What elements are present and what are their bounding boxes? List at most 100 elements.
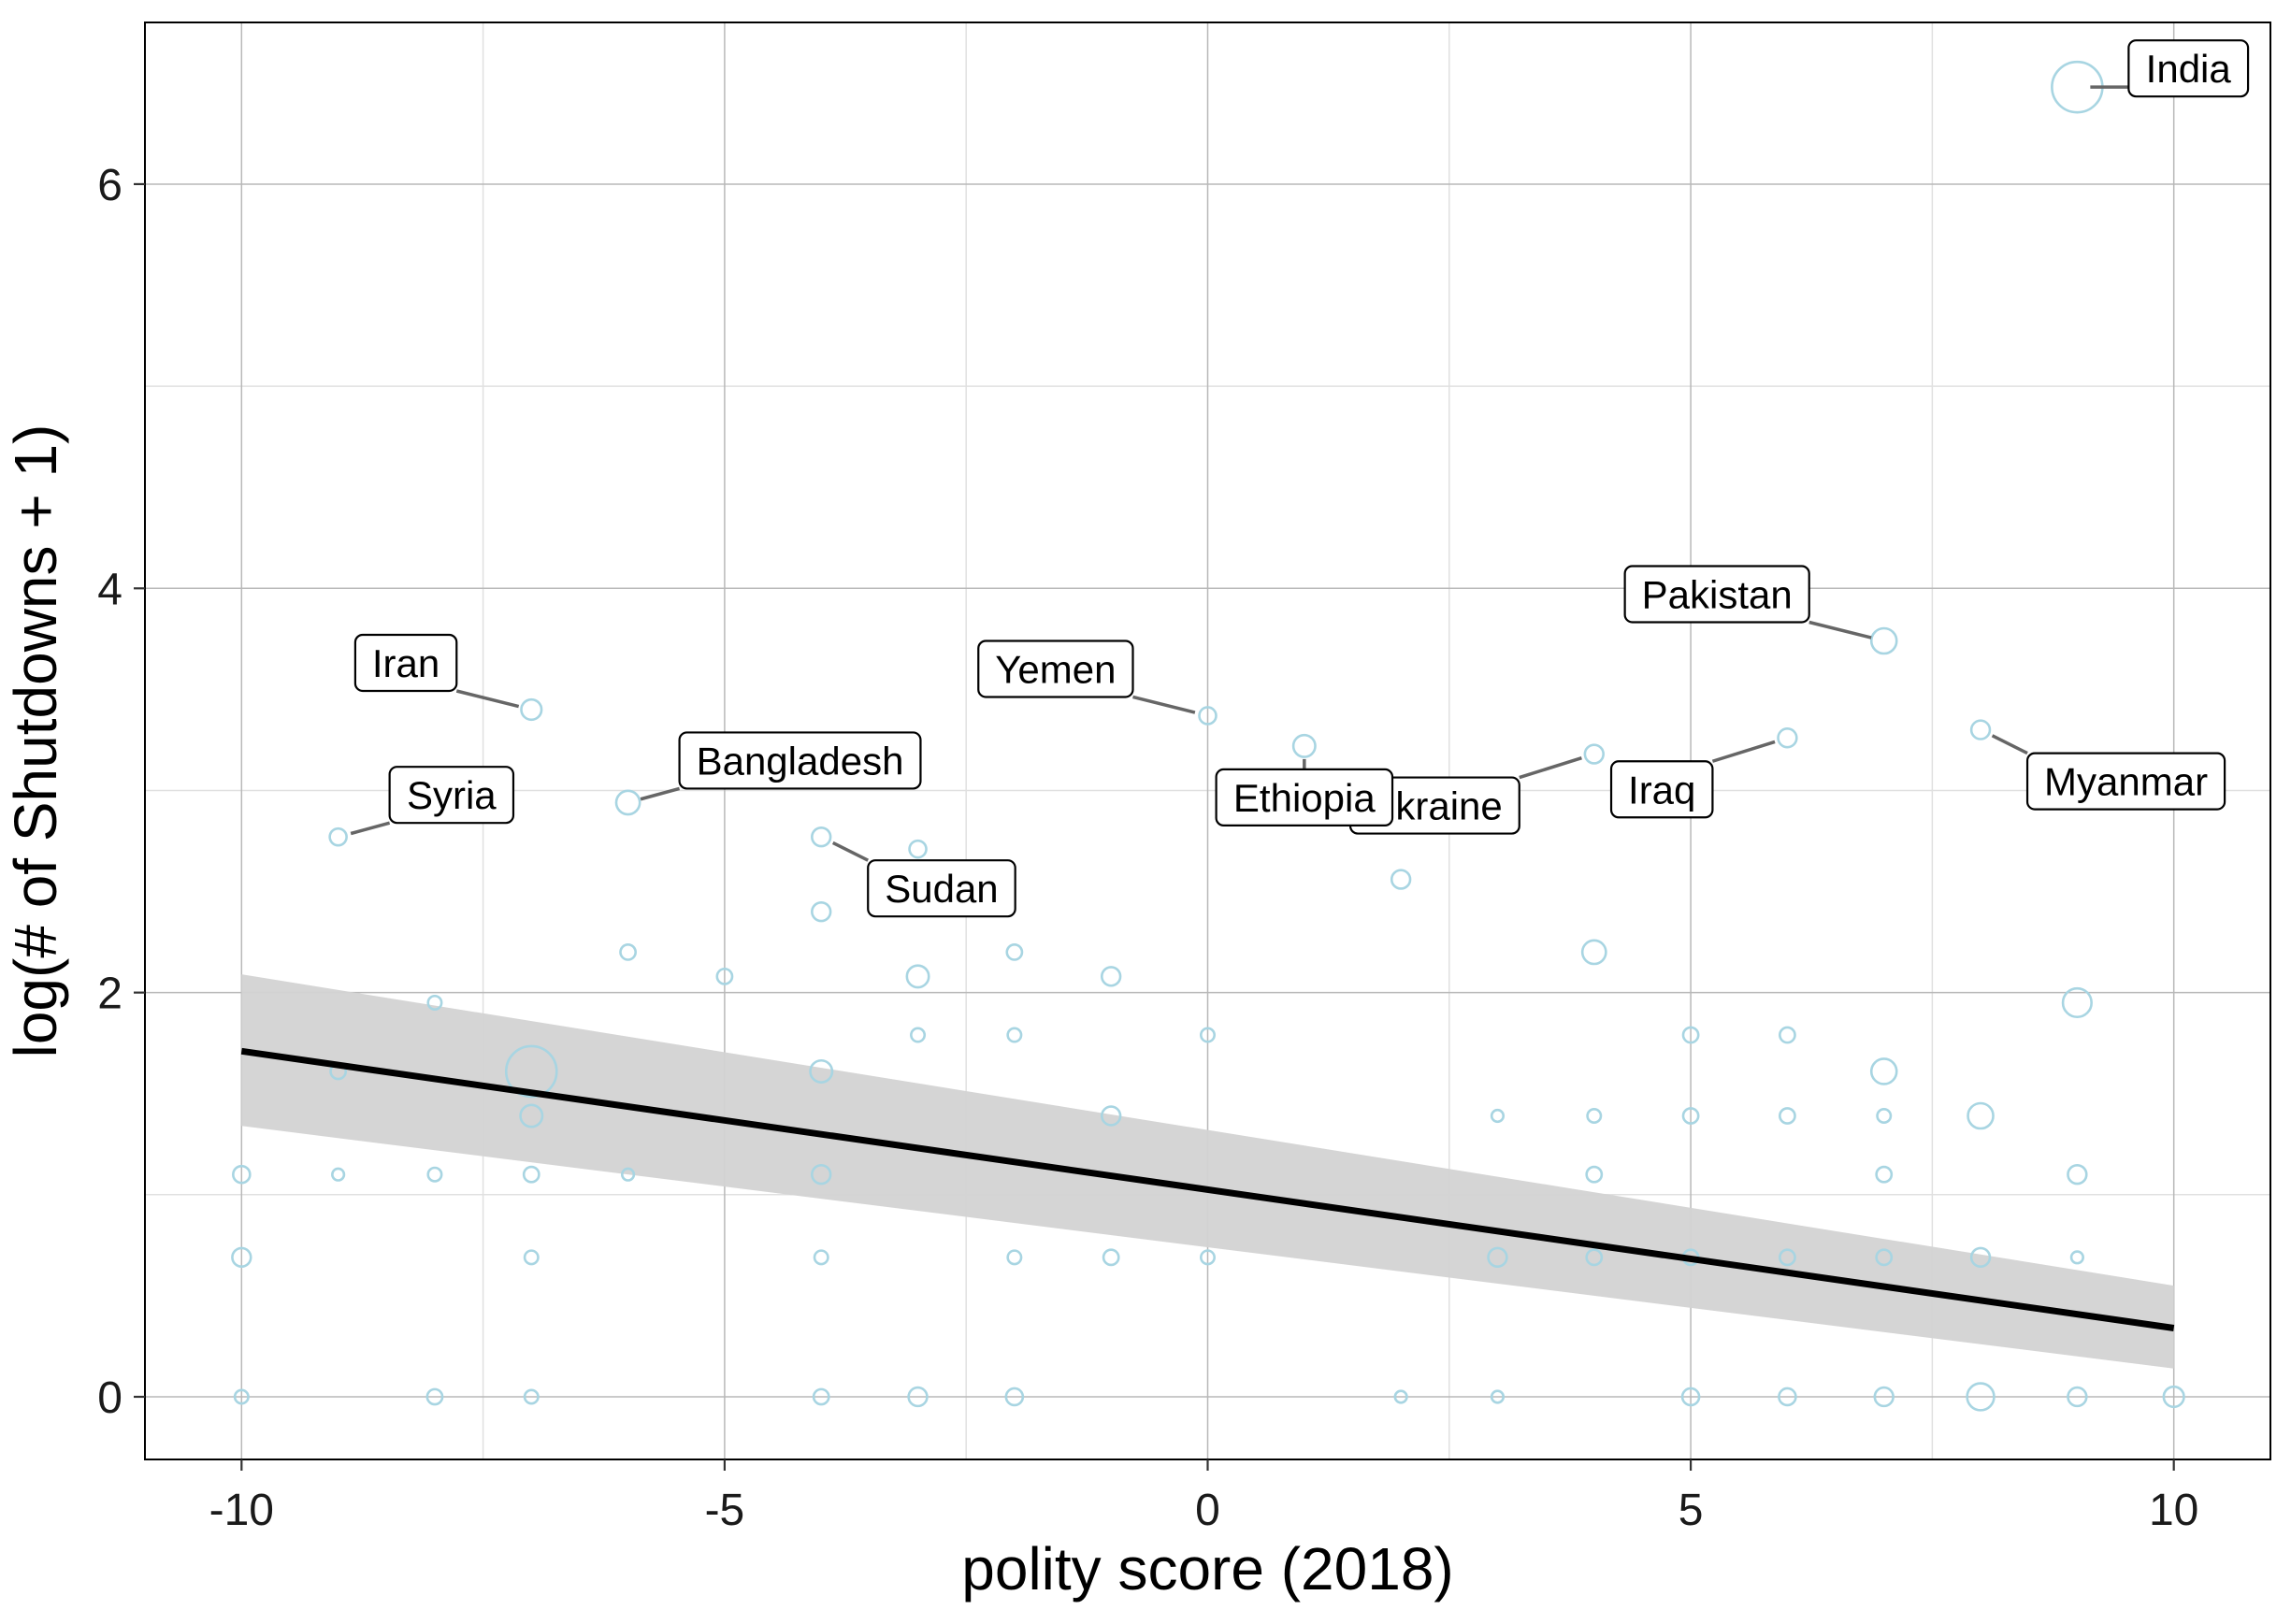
data-point bbox=[1876, 1108, 1893, 1125]
axes: -10 -5 0 5 10 0 2 4 6 bbox=[97, 161, 2198, 1535]
x-axis-title: polity score (2018) bbox=[961, 1535, 1453, 1602]
data-point bbox=[1779, 1107, 1796, 1125]
confidence-ribbon bbox=[241, 974, 2174, 1369]
annotation-label: Yemen bbox=[977, 640, 1196, 714]
data-point bbox=[1005, 943, 1024, 961]
data-point bbox=[1291, 733, 1317, 758]
data-point bbox=[1200, 1249, 1217, 1266]
data-point bbox=[1583, 743, 1605, 765]
annotation-leader bbox=[1991, 734, 2028, 755]
data-point bbox=[331, 1167, 346, 1182]
data-point bbox=[1006, 1027, 1023, 1043]
annotation-box bbox=[1623, 565, 1810, 624]
data-point bbox=[1681, 1107, 1700, 1125]
data-point bbox=[1585, 1248, 1604, 1267]
data-point bbox=[1779, 1248, 1796, 1267]
data-point bbox=[1969, 1246, 1992, 1269]
data-point bbox=[910, 1027, 927, 1043]
data-point bbox=[813, 1249, 829, 1266]
data-point bbox=[1680, 1387, 1701, 1407]
data-point bbox=[1777, 727, 1798, 749]
data-point bbox=[908, 839, 928, 859]
annotation-text: Ethiopia bbox=[1233, 776, 1376, 820]
data-point bbox=[1778, 1387, 1797, 1407]
x-tick-label: 10 bbox=[2149, 1486, 2198, 1535]
data-point bbox=[1875, 1165, 1894, 1184]
annotation-box bbox=[388, 766, 515, 825]
annotation-box bbox=[678, 731, 922, 790]
data-point bbox=[1585, 1165, 1604, 1184]
confidence-band bbox=[241, 974, 2174, 1369]
annotation-label: India bbox=[2090, 39, 2250, 98]
annotation-label: Iran bbox=[353, 633, 520, 709]
annotation-leader bbox=[1132, 695, 1196, 714]
data-point bbox=[1100, 1105, 1122, 1127]
annotation-label: Myanmar bbox=[1991, 734, 2226, 811]
annotation-box bbox=[1215, 768, 1394, 827]
data-point bbox=[614, 789, 641, 816]
data-point bbox=[1006, 1249, 1023, 1266]
annotation-text: Pakistan bbox=[1642, 572, 1793, 616]
annotation-box bbox=[2127, 39, 2250, 98]
data-point bbox=[519, 1103, 544, 1128]
data-point bbox=[2061, 986, 2093, 1019]
annotation-box bbox=[1609, 760, 1714, 819]
annotation-leader bbox=[1519, 756, 1582, 780]
data-point bbox=[1873, 1386, 1895, 1408]
data-point bbox=[2069, 1250, 2084, 1265]
data-point bbox=[1487, 1246, 1508, 1269]
data-point bbox=[1681, 1026, 1700, 1044]
data-point bbox=[1393, 1389, 1408, 1404]
annotation-text: India bbox=[2146, 47, 2232, 91]
annotation-leader bbox=[640, 786, 681, 801]
data-point bbox=[620, 1167, 636, 1182]
data-point bbox=[2067, 1163, 2088, 1186]
data-point bbox=[328, 826, 348, 847]
data-point bbox=[812, 1387, 830, 1406]
data-point bbox=[233, 1388, 250, 1405]
annotation-text: Bangladesh bbox=[697, 739, 904, 783]
annotation-leader bbox=[1711, 740, 1776, 763]
data-point bbox=[1200, 1027, 1217, 1043]
regression-line bbox=[240, 1047, 2175, 1331]
data-point bbox=[504, 1044, 558, 1099]
data-point bbox=[1869, 626, 1898, 655]
y-tick-label: 2 bbox=[97, 970, 122, 1019]
annotation-label: Ethiopia bbox=[1215, 758, 1394, 827]
x-tick-label: -10 bbox=[209, 1486, 274, 1535]
data-point bbox=[811, 900, 832, 923]
data-point bbox=[232, 1164, 252, 1185]
data-point bbox=[1390, 869, 1412, 890]
data-point bbox=[1198, 706, 1218, 726]
data-point bbox=[426, 994, 443, 1011]
annotation-box bbox=[2025, 752, 2226, 811]
data-point bbox=[1586, 1108, 1603, 1125]
annotation-label: Iraq bbox=[1609, 740, 1776, 819]
data-point bbox=[1779, 1026, 1796, 1044]
annotation-box bbox=[867, 859, 1016, 918]
data-point bbox=[811, 826, 832, 848]
annotation-text: Iraq bbox=[1628, 768, 1695, 812]
data-point bbox=[1967, 1101, 1995, 1130]
data-point bbox=[811, 1163, 832, 1186]
annotation-leader bbox=[350, 821, 391, 836]
data-point bbox=[905, 964, 930, 989]
x-tick-label: 0 bbox=[1195, 1486, 1220, 1535]
data-point bbox=[1875, 1248, 1894, 1267]
annotation-label: Sudan bbox=[831, 841, 1016, 918]
data-point bbox=[523, 1249, 540, 1266]
annotation-text: Iran bbox=[372, 641, 439, 685]
data-point bbox=[520, 697, 543, 722]
country-annotations: IndiaPakistanMyanmarIraqUkraineEthiopiaY… bbox=[350, 39, 2250, 918]
data-point bbox=[2067, 1386, 2088, 1408]
y-tick-label: 4 bbox=[97, 565, 122, 614]
data-point bbox=[809, 1058, 834, 1084]
data-point bbox=[1100, 966, 1122, 987]
annotation-leader bbox=[455, 689, 520, 709]
data-point bbox=[1490, 1389, 1506, 1404]
data-point bbox=[1869, 1057, 1898, 1085]
data-point bbox=[425, 1387, 444, 1406]
annotation-text: Sudan bbox=[885, 867, 998, 911]
